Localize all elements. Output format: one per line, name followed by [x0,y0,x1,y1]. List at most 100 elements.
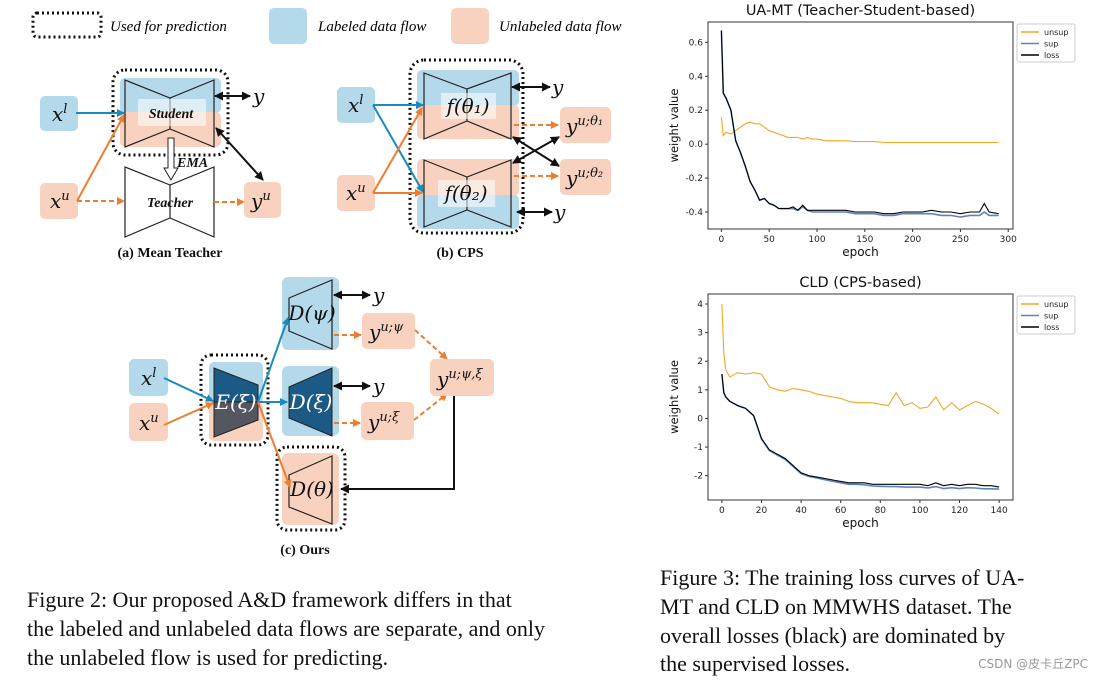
prediction-legend-label: Used for prediction [110,19,227,35]
y-axis-label: weight value [667,360,681,434]
fusion-arrow [414,329,448,360]
student-label: Student [149,107,194,122]
diagram-cps: xl xu f(θ₁) f(θ₂) y y yu;θ₁ yu;θ₂ (b) CP… [337,58,611,261]
x-tick-label: 100 [911,506,928,516]
unlabeled-flow-arrow [257,401,292,488]
label-y: y [553,200,566,224]
y-tick-label: -0.2 [685,174,703,184]
y-tick-label: -1 [694,443,703,453]
pseudo-label-2-box [560,159,611,195]
fused-pseudo-label-box [430,359,494,396]
caption-line: the labeled and unlabeled data flows are… [27,616,545,641]
x-tick-label: 20 [756,506,768,516]
x-tick-label: 200 [904,235,921,245]
label-y: y [372,374,385,398]
pseudo-label-xi-box [361,402,414,440]
decoder-theta-shape [288,455,333,525]
distillation-arrow [340,396,455,494]
x-tick-label: 0 [719,235,725,245]
fused-pseudo-label: yu;ψ,ξ [436,367,483,391]
figure-3-caption: Figure 3: The training loss curves of UA… [660,565,1024,676]
diagram-ours: xl xu E(ξ) D(ψ) D(ξ) D(θ) y y yu;ψ yu;ξ [129,277,494,558]
ema-arrow-icon [163,137,179,181]
encoder-shape-bottom [213,401,259,438]
y-tick-label: -0.4 [685,208,703,218]
chart-legend: unsup sup loss [1016,23,1076,63]
teacher-network-shape [124,166,215,238]
x-tick-label: 120 [951,506,968,516]
caption-line: the supervised losses. [660,651,850,676]
labeled-input-label: xl [141,366,156,390]
chart-title: CLD (CPS-based) [799,275,921,291]
y-tick-label: 3 [697,329,703,339]
unlabeled-input-box [40,183,78,219]
y-axis-label: weight value [667,89,681,163]
y-tick-label: 0.0 [689,140,704,150]
labeled-input-box [40,96,78,131]
caption-line: the unlabeled flow is used for predictin… [27,645,388,670]
plot-area [707,293,1014,501]
legend-label-sup: sup [1044,312,1058,321]
y-tick-label: 0 [697,414,703,424]
x-tick-label: 60 [835,506,847,516]
legend-label-loss: loss [1044,51,1059,60]
labeled-input-label: xl [348,93,363,117]
series-line-sup [721,374,1000,490]
subfigure-caption-a: (a) Mean Teacher [118,246,223,261]
x-tick-label: 100 [808,235,825,245]
encoder-label: E(ξ) [214,390,256,414]
decoder-xi-label: D(ξ) [289,390,333,414]
y-tick-label: 0.2 [689,106,703,116]
unlabeled-input-label: xu [346,181,366,205]
net1-label-bg [441,93,496,119]
unlabeled-legend-swatch [451,8,489,44]
caption-line: Figure 3: The training loss curves of UA… [660,565,1024,590]
y-tick-label: 1 [697,386,703,396]
legend-label-loss: loss [1044,323,1059,332]
series-line-unsup [721,303,1000,415]
y-tick-label: -2 [694,472,703,482]
watermark: CSDN @皮卡丘ZPC [978,657,1088,671]
chart-legend: unsup sup loss [1016,295,1076,335]
fusion-arrow [413,393,448,421]
subfigure-caption-b: (b) CPS [436,246,483,261]
labeled-input-label: xl [52,102,67,126]
chart-title: UA-MT (Teacher-Student-based) [746,3,975,19]
legend-box [1016,295,1076,335]
x-tick-label: 40 [795,506,807,516]
unlabeled-input-box [129,403,168,441]
prediction-legend-swatch [31,11,103,39]
diagram-mean-teacher: xl xu Student Teacher EMA y yu (a) Mean … [40,68,281,261]
caption-line: MT and CLD on MMWHS dataset. The [660,594,1012,619]
unlabeled-legend-label: Unlabeled data flow [499,19,622,35]
prediction-boundary [111,68,230,157]
pseudo-label-1: yu;θ₁ [565,114,603,138]
unlabeled-flow-arrow [163,402,214,426]
x-tick-label: 50 [763,235,775,245]
labeled-input-box [337,87,375,123]
consistency-arrow [215,127,264,181]
legend-box [1016,23,1076,63]
label-y: y [252,84,265,108]
unlabeled-flow-arrow [372,107,423,194]
figure-2-caption: Figure 2: Our proposed A&D framework dif… [27,587,545,670]
series-line-loss [720,30,999,215]
y-tick-label: 0.6 [689,38,704,48]
decoder-theta-region [282,453,339,525]
teacher-label: Teacher [147,196,194,211]
unlabeled-input-box [337,175,375,211]
diagram-legend: Used for prediction Labeled data flow Un… [31,8,622,44]
chart-ua-mt: UA-MT (Teacher-Student-based) epoch weight… [667,3,1076,259]
subfigure-caption-c: (c) Ours [280,543,330,558]
net2-label: f(θ₂) [442,181,487,205]
pseudo-label-2: yu;θ₂ [565,166,603,190]
y-tick-label: 0.4 [689,72,704,82]
pseudo-label: yu [250,189,271,213]
student-label-bg [138,99,206,126]
pseudo-label-xi: yu;ξ [367,410,400,434]
labeled-flow-arrow [257,317,290,403]
label-y: y [372,283,385,307]
unlabeled-input-label: xu [50,189,70,213]
